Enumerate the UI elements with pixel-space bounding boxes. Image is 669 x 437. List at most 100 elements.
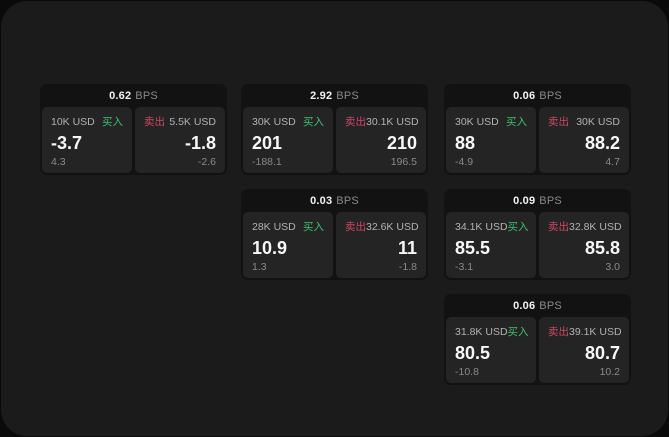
buy-label: 买入 xyxy=(102,116,123,128)
buy-change: 1.3 xyxy=(252,260,267,273)
buy-panel[interactable]: 30K USD 买入 201 -188.1 xyxy=(243,107,333,173)
buy-price: 80.5 xyxy=(455,343,491,364)
buy-change: -188.1 xyxy=(252,155,282,168)
buy-label: 买入 xyxy=(507,326,529,338)
card-body: 31.8K USD 买入 80.5 -10.8 卖出 39.1K USD 80.… xyxy=(444,317,631,385)
card-header: 0.03 BPS xyxy=(241,189,428,212)
sell-amount: 30.1K USD xyxy=(366,115,419,128)
sell-change: -2.6 xyxy=(197,155,216,168)
buy-change: -4.9 xyxy=(455,155,474,168)
card-header: 2.92 BPS xyxy=(241,84,428,107)
bps-unit: BPS xyxy=(539,89,562,102)
buy-panel[interactable]: 30K USD 买入 88 -4.9 xyxy=(446,107,536,173)
sell-amount: 39.1K USD xyxy=(569,325,622,338)
buy-label: 买入 xyxy=(303,116,324,128)
sell-price: 85.8 xyxy=(584,238,620,259)
quote-card-6: 0.06 BPS 31.8K USD 买入 80.5 -10.8 卖出 39.1… xyxy=(444,294,631,385)
buy-amount: 10K USD xyxy=(51,115,95,128)
sell-top-row: 卖出 30.1K USD xyxy=(345,114,419,129)
buy-panel[interactable]: 28K USD 买入 10.9 1.3 xyxy=(243,212,333,278)
sell-price: 210 xyxy=(386,133,417,154)
buy-price: -3.7 xyxy=(51,133,83,154)
sell-change: 196.5 xyxy=(390,155,417,168)
card-body: 30K USD 买入 88 -4.9 卖出 30K USD 88.2 4.7 xyxy=(444,107,631,175)
card-header: 0.62 BPS xyxy=(40,84,227,107)
quote-card-3: 0.06 BPS 30K USD 买入 88 -4.9 卖出 30K USD 8… xyxy=(444,84,631,175)
buy-top-row: 10K USD 买入 xyxy=(51,114,123,129)
buy-label: 买入 xyxy=(506,116,527,128)
sell-top-row: 卖出 30K USD xyxy=(548,114,620,129)
buy-amount: 30K USD xyxy=(455,115,499,128)
sell-price: 11 xyxy=(397,238,417,259)
sell-price: -1.8 xyxy=(184,133,216,154)
card-body: 30K USD 买入 201 -188.1 卖出 30.1K USD 210 1… xyxy=(241,107,428,175)
sell-panel[interactable]: 卖出 32.6K USD 11 -1.8 xyxy=(336,212,426,278)
buy-change: -10.8 xyxy=(455,365,479,378)
buy-change: -3.1 xyxy=(455,260,474,273)
buy-change: 4.3 xyxy=(51,155,66,168)
bps-value: 2.92 xyxy=(310,89,333,102)
buy-amount: 31.8K USD xyxy=(455,325,508,338)
sell-amount: 5.5K USD xyxy=(169,115,216,128)
sell-panel[interactable]: 卖出 39.1K USD 80.7 10.2 xyxy=(539,317,629,383)
bps-value: 0.06 xyxy=(513,299,536,312)
sell-change: 4.7 xyxy=(605,155,620,168)
sell-panel[interactable]: 卖出 30K USD 88.2 4.7 xyxy=(539,107,629,173)
card-body: 10K USD 买入 -3.7 4.3 卖出 5.5K USD -1.8 -2.… xyxy=(40,107,227,175)
buy-label: 买入 xyxy=(507,221,529,233)
buy-top-row: 28K USD 买入 xyxy=(252,219,324,234)
sell-change: 10.2 xyxy=(599,365,620,378)
card-body: 34.1K USD 买入 85.5 -3.1 卖出 32.8K USD 85.8… xyxy=(444,212,631,280)
quote-card-2: 2.92 BPS 30K USD 买入 201 -188.1 卖出 30.1K … xyxy=(241,84,428,175)
bps-value: 0.06 xyxy=(513,89,536,102)
buy-price: 201 xyxy=(252,133,283,154)
sell-price: 88.2 xyxy=(584,133,620,154)
card-header: 0.06 BPS xyxy=(444,294,631,317)
bps-value: 0.03 xyxy=(310,194,333,207)
sell-label: 卖出 xyxy=(548,326,569,338)
buy-label: 买入 xyxy=(303,221,324,233)
bps-unit: BPS xyxy=(135,89,158,102)
sell-panel[interactable]: 卖出 32.8K USD 85.8 3.0 xyxy=(539,212,629,278)
sell-label: 卖出 xyxy=(548,116,569,128)
sell-price: 80.7 xyxy=(584,343,620,364)
sell-top-row: 卖出 32.8K USD xyxy=(548,219,622,234)
sell-amount: 32.8K USD xyxy=(569,220,622,233)
buy-top-row: 30K USD 买入 xyxy=(455,114,527,129)
card-header: 0.09 BPS xyxy=(444,189,631,212)
buy-amount: 30K USD xyxy=(252,115,296,128)
bps-value: 0.09 xyxy=(513,194,536,207)
sell-change: -1.8 xyxy=(398,260,417,273)
quote-card-4: 0.03 BPS 28K USD 买入 10.9 1.3 卖出 32.6K US… xyxy=(241,189,428,280)
sell-panel[interactable]: 卖出 5.5K USD -1.8 -2.6 xyxy=(135,107,225,173)
card-body: 28K USD 买入 10.9 1.3 卖出 32.6K USD 11 -1.8 xyxy=(241,212,428,280)
buy-price: 85.5 xyxy=(455,238,491,259)
buy-price: 88 xyxy=(455,133,476,154)
buy-panel[interactable]: 10K USD 买入 -3.7 4.3 xyxy=(42,107,132,173)
buy-top-row: 34.1K USD 买入 xyxy=(455,219,529,234)
sell-label: 卖出 xyxy=(144,116,165,128)
buy-top-row: 31.8K USD 买入 xyxy=(455,324,529,339)
bps-value: 0.62 xyxy=(109,89,132,102)
sell-label: 卖出 xyxy=(345,221,366,233)
sell-amount: 30K USD xyxy=(576,115,620,128)
sell-amount: 32.6K USD xyxy=(366,220,419,233)
sell-top-row: 卖出 32.6K USD xyxy=(345,219,419,234)
sell-label: 卖出 xyxy=(548,221,569,233)
sell-top-row: 卖出 5.5K USD xyxy=(144,114,216,129)
sell-top-row: 卖出 39.1K USD xyxy=(548,324,622,339)
quote-card-5: 0.09 BPS 34.1K USD 买入 85.5 -3.1 卖出 32.8K… xyxy=(444,189,631,280)
sell-panel[interactable]: 卖出 30.1K USD 210 196.5 xyxy=(336,107,426,173)
bps-unit: BPS xyxy=(336,194,359,207)
buy-amount: 34.1K USD xyxy=(455,220,508,233)
buy-price: 10.9 xyxy=(252,238,288,259)
buy-panel[interactable]: 34.1K USD 买入 85.5 -3.1 xyxy=(446,212,536,278)
bps-unit: BPS xyxy=(539,299,562,312)
sell-change: 3.0 xyxy=(605,260,620,273)
buy-amount: 28K USD xyxy=(252,220,296,233)
buy-panel[interactable]: 31.8K USD 买入 80.5 -10.8 xyxy=(446,317,536,383)
bps-unit: BPS xyxy=(336,89,359,102)
buy-top-row: 30K USD 买入 xyxy=(252,114,324,129)
bps-unit: BPS xyxy=(539,194,562,207)
